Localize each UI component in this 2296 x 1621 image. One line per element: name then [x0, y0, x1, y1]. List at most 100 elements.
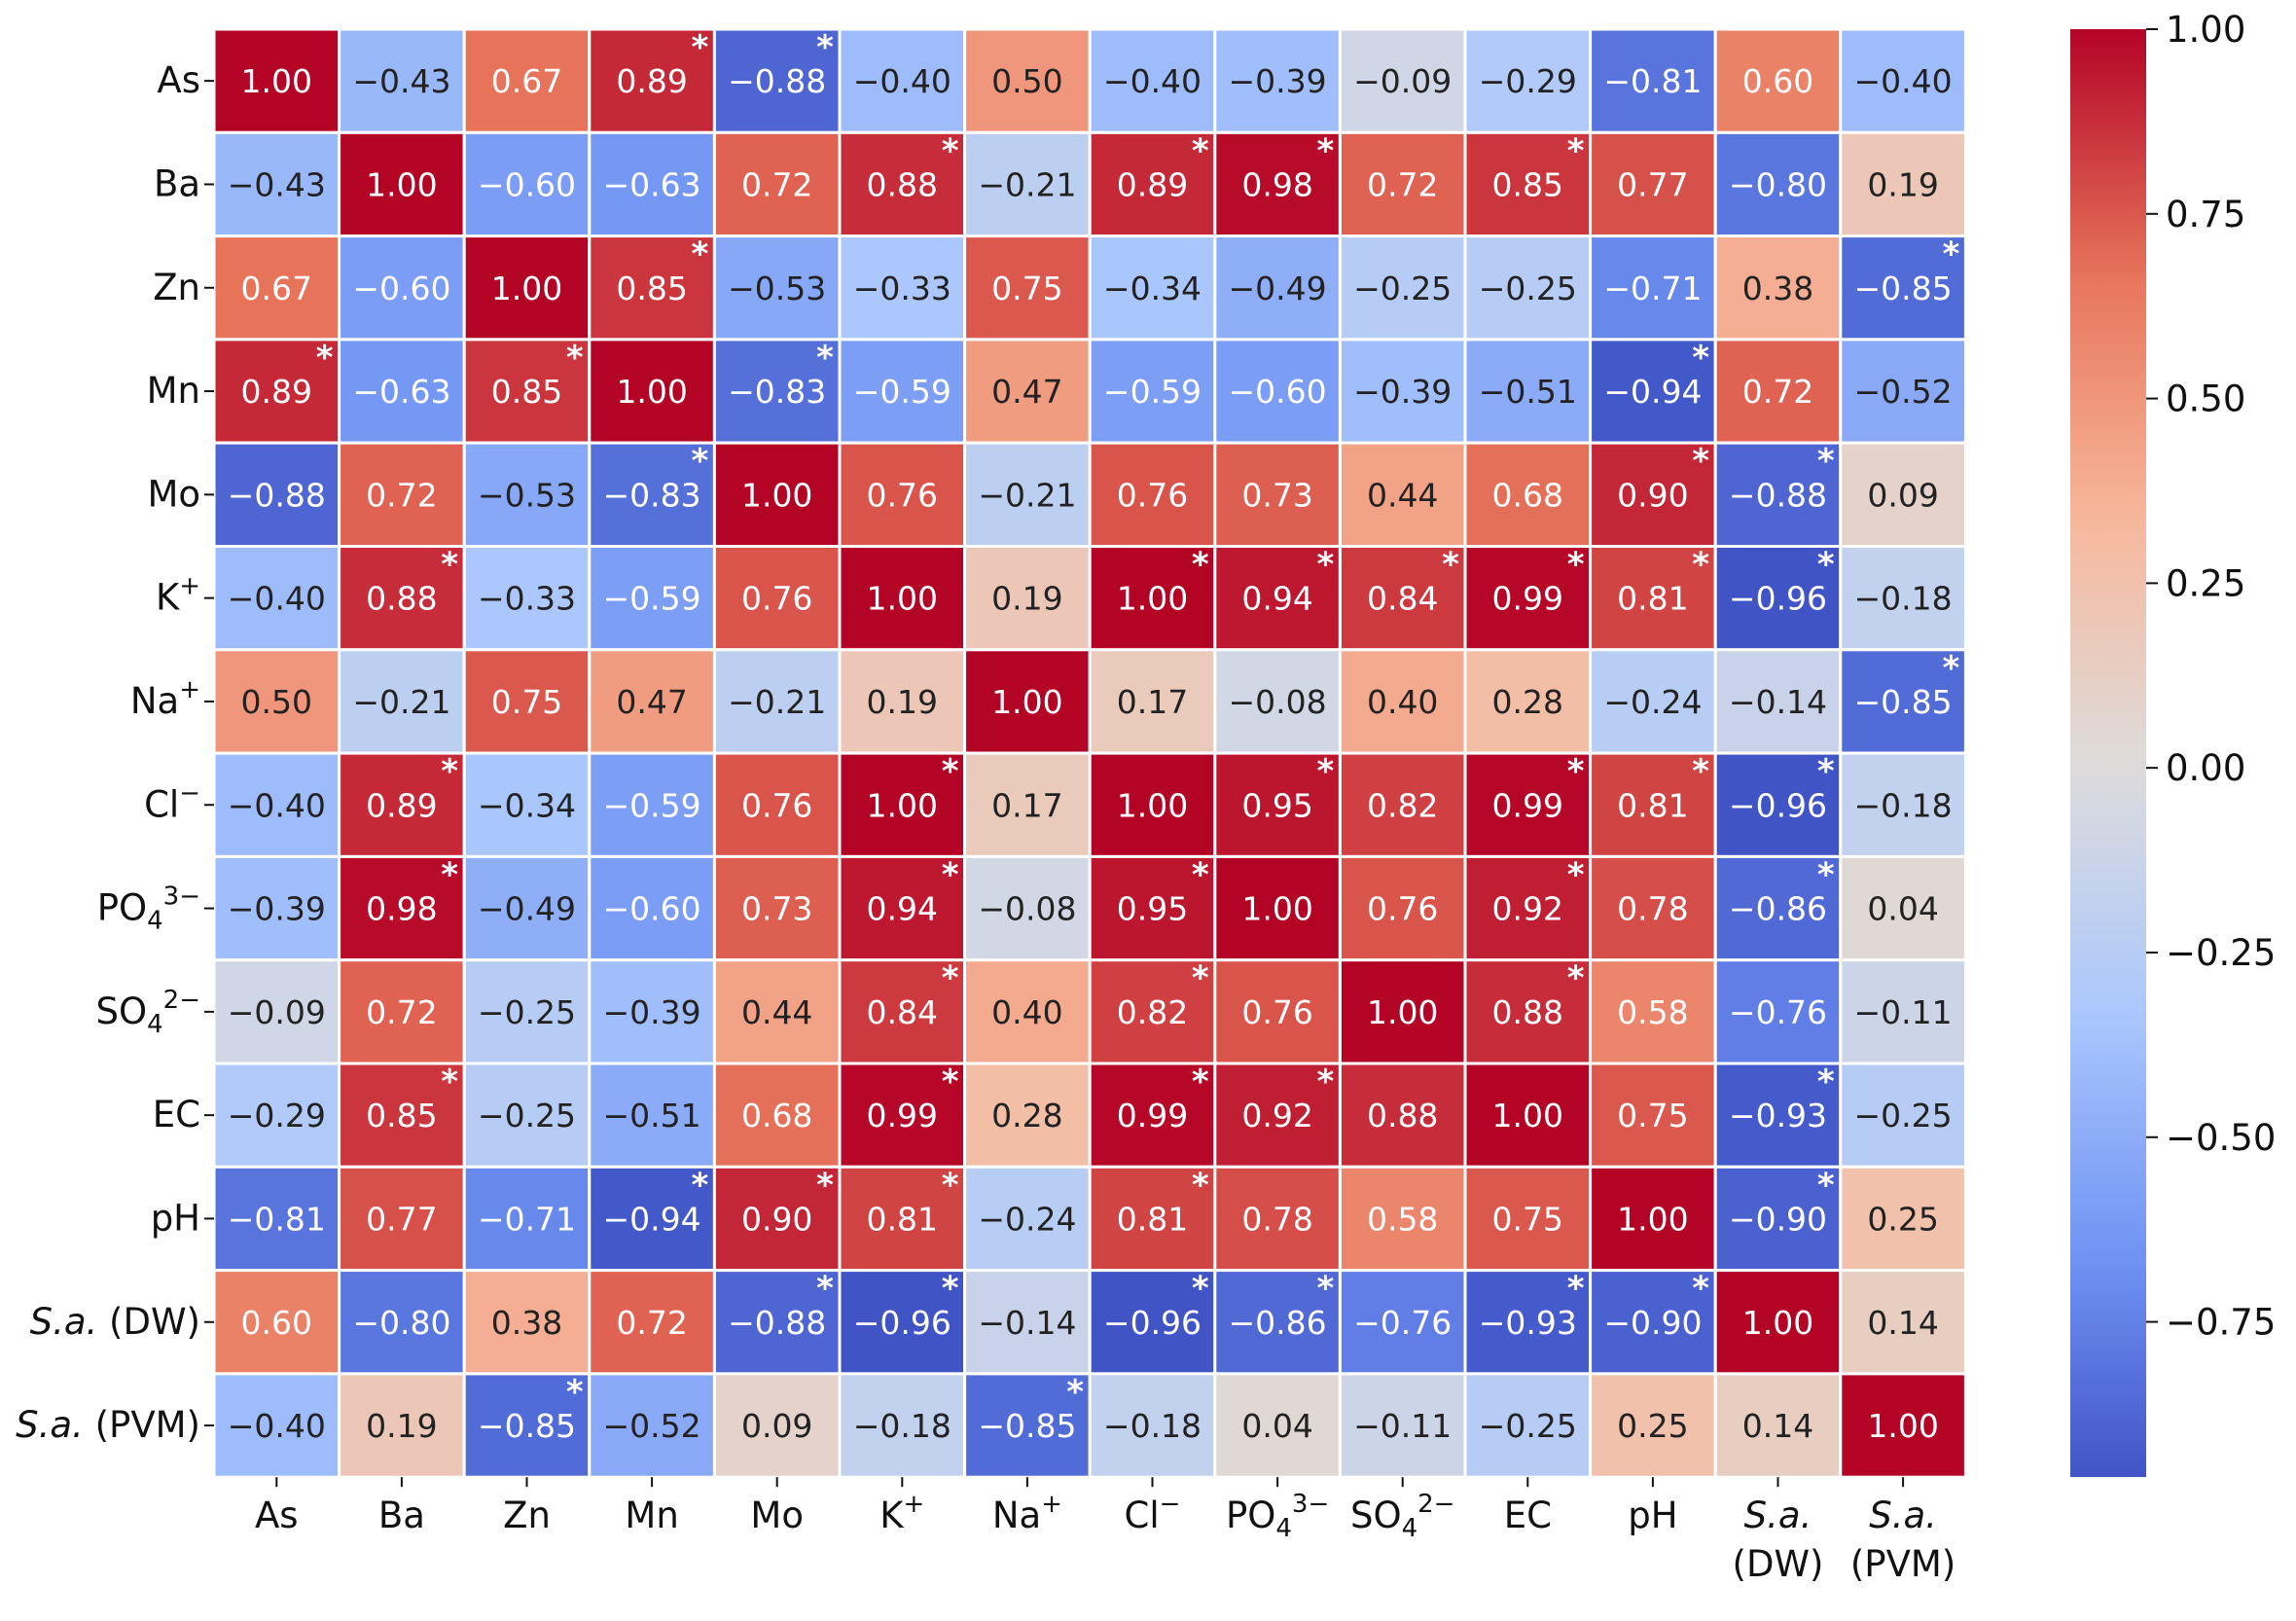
cell-value-label: 0.82 — [1367, 786, 1438, 824]
cell-value-label: 0.76 — [867, 476, 938, 514]
heatmap-cell: 0.99* — [1463, 545, 1593, 652]
heatmap-cell: −0.21 — [712, 648, 842, 755]
cell-rect — [1463, 1269, 1593, 1376]
heatmap-cell: −0.81 — [212, 1165, 341, 1273]
heatmap-cell: 0.25 — [1839, 1165, 1967, 1273]
cell-rect — [588, 545, 716, 652]
heatmap-cell: −0.25 — [1463, 234, 1593, 342]
cell-rect — [462, 338, 592, 445]
cell-value-label: 0.81 — [1617, 580, 1688, 618]
cell-value-label: −0.94 — [603, 1200, 701, 1238]
heatmap-cell: 1.00 — [212, 27, 341, 134]
heatmap-cell: 0.98* — [338, 854, 466, 962]
cell-rect — [1088, 234, 1217, 342]
cell-rect — [963, 1372, 1092, 1479]
significance-star: * — [1567, 752, 1585, 791]
cell-value-label: −0.76 — [1729, 993, 1827, 1031]
heatmap-cell: 0.85* — [588, 234, 716, 342]
y-tick-label: Na+ — [130, 675, 200, 722]
cell-rect — [1589, 1372, 1717, 1479]
cell-value-label: 0.77 — [1617, 165, 1688, 203]
cell-rect — [1463, 545, 1593, 652]
heatmap-cell: 1.00 — [1713, 1269, 1843, 1376]
heatmap-cell: 0.99* — [838, 1062, 967, 1169]
cell-value-label: −0.11 — [1353, 1407, 1452, 1445]
row-labels: As Ba Zn Mn Mo K+ Na+ Cl− PO43− SO42− EC pH S.a. (DW… — [16, 59, 214, 1446]
significance-star: * — [692, 235, 709, 274]
heatmap-cell: −0.34 — [1088, 234, 1217, 342]
significance-star: * — [1817, 855, 1835, 894]
cell-rect — [1088, 545, 1217, 652]
heatmap-cell: −0.88* — [712, 27, 842, 134]
cell-value-label: 0.76 — [741, 580, 812, 618]
heatmap-cell: 0.99* — [1088, 1062, 1217, 1169]
cell-value-label: −0.34 — [1103, 270, 1202, 307]
significance-star: * — [1317, 752, 1335, 791]
heatmap-cell: 0.92* — [1463, 854, 1593, 962]
cell-value-label: −0.21 — [978, 476, 1076, 514]
heatmap-cell: −0.71 — [462, 1165, 592, 1273]
heatmap-cell: 0.88 — [1338, 1062, 1467, 1169]
cell-rect — [838, 338, 967, 445]
heatmap-cell: 0.72 — [588, 1269, 716, 1376]
cell-value-label: −0.39 — [228, 890, 326, 928]
cell-value-label: −0.60 — [603, 890, 701, 928]
heatmap-cell: 0.84* — [838, 958, 967, 1065]
cell-value-label: 0.81 — [1117, 1200, 1188, 1238]
cell-value-label: 0.38 — [491, 1304, 562, 1342]
heatmap-cell: 0.73 — [712, 854, 842, 962]
cell-value-label: −0.53 — [728, 270, 826, 307]
heatmap-cell: −0.21 — [338, 648, 466, 755]
cell-rect — [1338, 854, 1467, 962]
cell-value-label: −0.59 — [853, 373, 951, 411]
cell-rect — [1589, 441, 1717, 549]
significance-star: * — [1692, 442, 1709, 481]
heatmap-cell: 1.00 — [963, 648, 1092, 755]
cell-value-label: 0.82 — [1117, 993, 1188, 1031]
heatmap-cell: 0.75 — [963, 234, 1092, 342]
x-tick-label: Zn — [503, 1495, 551, 1536]
heatmap-cell: −0.96* — [1088, 1269, 1217, 1376]
cell-rect — [462, 648, 592, 755]
heatmap-cell: 0.89* — [338, 751, 466, 858]
heatmap-cell: 1.00 — [1338, 958, 1467, 1065]
heatmap-cell: −0.40 — [212, 1372, 341, 1479]
cell-value-label: 0.92 — [1492, 890, 1563, 928]
cell-value-label: 1.00 — [867, 786, 938, 824]
cell-rect — [838, 1165, 967, 1273]
heatmap-cell: 0.40 — [963, 958, 1092, 1065]
cell-rect — [1839, 1269, 1967, 1376]
colorbar: 1.00 0.75 0.50 0.25 0.00 −0.25 −0.50 −0.75 — [2070, 9, 2276, 1477]
cell-rect — [212, 234, 341, 342]
cell-value-label: −0.24 — [1603, 683, 1702, 721]
cell-value-label: −0.60 — [478, 165, 576, 203]
cell-rect — [1088, 338, 1217, 445]
cell-value-label: −0.85 — [1854, 683, 1953, 721]
x-tick-label: Na+ — [992, 1490, 1062, 1536]
cell-rect — [963, 1062, 1092, 1169]
cell-value-label: −0.94 — [1603, 373, 1702, 411]
cell-rect — [1213, 751, 1342, 858]
heatmap-cell: 1.00 — [588, 338, 716, 445]
heatmap-cell: 0.82* — [1088, 958, 1217, 1065]
heatmap-cell: 0.75 — [462, 648, 592, 755]
cell-value-label: −0.52 — [603, 1407, 701, 1445]
heatmap-cell: −0.53 — [712, 234, 842, 342]
heatmap-cell: 0.85* — [462, 338, 592, 445]
cell-value-label: 1.00 — [1117, 786, 1188, 824]
cell-value-label: −0.18 — [853, 1407, 951, 1445]
cell-value-label: 0.88 — [867, 165, 938, 203]
heatmap-cell: −0.59 — [838, 338, 967, 445]
heatmap-cell: −0.40 — [1088, 27, 1217, 134]
cell-rect — [1088, 854, 1217, 962]
cell-rect — [712, 1269, 842, 1376]
heatmap-cell: −0.93* — [1463, 1269, 1593, 1376]
heatmap-cell: 0.81* — [1589, 751, 1717, 858]
y-tick-label: K+ — [156, 572, 200, 619]
cell-value-label: 0.28 — [1492, 683, 1563, 721]
cell-rect — [1213, 545, 1342, 652]
cell-rect — [963, 130, 1092, 238]
cell-value-label: 0.92 — [1241, 1097, 1312, 1135]
heatmap-cell: 0.25 — [1589, 1372, 1717, 1479]
